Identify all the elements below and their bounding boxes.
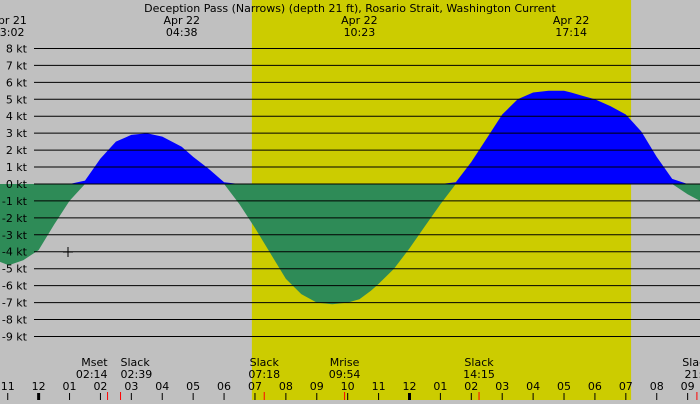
extreme-date-label: Apr 21 (0, 14, 27, 27)
extreme-time-label: 10:23 (344, 26, 376, 39)
y-tick-label: -6 kt (2, 280, 28, 293)
crosshair-cursor (63, 247, 73, 257)
x-tick-label: 06 (217, 380, 231, 393)
flood-current-area (0, 90, 700, 184)
x-tick-label: 01 (63, 380, 77, 393)
event-name-label: Mset (81, 356, 108, 369)
event-time-label: 21:1 (685, 368, 700, 381)
event-name-label: Slack (121, 356, 151, 369)
x-tick-label: 04 (526, 380, 540, 393)
chart-title: Deception Pass (Narrows) (depth 21 ft), … (144, 2, 556, 15)
extreme-date-label: Apr 22 (553, 14, 590, 27)
current-area-layer (0, 90, 700, 305)
x-tick-label: 08 (279, 380, 293, 393)
x-tick-label: 07 (619, 380, 633, 393)
x-tick-label: 12 (32, 380, 46, 393)
x-tick-label: 03 (495, 380, 509, 393)
y-tick-label: -5 kt (2, 263, 28, 276)
extreme-time-label: 17:14 (555, 26, 587, 39)
y-tick-label: 1 kt (6, 161, 28, 174)
x-tick-label: 08 (650, 380, 664, 393)
event-name-label: Slack (464, 356, 494, 369)
extreme-time-label: 23:02 (0, 26, 25, 39)
x-tick-label: 12 (402, 380, 416, 393)
y-tick-labels: 8 kt 7 kt 6 kt 5 kt 4 kt 3 kt 2 kt 1 kt 0 kt -1 k… (2, 42, 28, 343)
event-time-label: 02:14 (76, 368, 108, 381)
x-tick-label: 02 (93, 380, 107, 393)
x-tick-label: 06 (588, 380, 602, 393)
y-tick-label: -9 kt (2, 330, 28, 343)
event-time-label: 09:54 (329, 368, 361, 381)
x-tick-label: 02 (464, 380, 478, 393)
x-tick-label: 03 (124, 380, 138, 393)
event-name-label: Mrise (330, 356, 360, 369)
grid-layer (34, 47, 700, 337)
y-tick-label: 3 kt (6, 127, 28, 140)
ebb-current-area (0, 184, 700, 305)
y-tick-label: -8 kt (2, 314, 28, 327)
x-tick-label: 01 (433, 380, 447, 393)
x-tick-label: 04 (155, 380, 169, 393)
x-tick-label: 11 (372, 380, 386, 393)
y-tick-label: -4 kt (2, 246, 28, 259)
x-tick-label: 10 (341, 380, 355, 393)
y-tick-label: 2 kt (6, 144, 28, 157)
extreme-time-label: 04:38 (166, 26, 198, 39)
y-tick-label: 8 kt (6, 42, 28, 55)
extreme-date-label: Apr 22 (163, 14, 200, 27)
y-tick-label: 0 kt (6, 178, 28, 191)
x-tick-label: 09 (681, 380, 695, 393)
y-tick-label: -1 kt (2, 195, 28, 208)
event-time-label: 14:15 (463, 368, 495, 381)
y-tick-label: 6 kt (6, 76, 28, 89)
x-tick-label: 11 (1, 380, 15, 393)
x-tick-labels: 11 12 01 02 03 04 05 06 07 08 09 10 11 12 01 02 03 04 05 06… (1, 380, 695, 400)
event-time-label: 02:39 (121, 368, 153, 381)
event-name-label: Slack (250, 356, 280, 369)
event-labels: Mset02:14Slack02:39Slack07:18Mrise09:54S… (76, 356, 700, 400)
y-tick-label: -3 kt (2, 229, 28, 242)
extreme-date-label: Apr 22 (341, 14, 378, 27)
x-tick-label: 05 (557, 380, 571, 393)
x-tick-label: 05 (186, 380, 200, 393)
y-tick-label: -2 kt (2, 212, 28, 225)
y-tick-label: -7 kt (2, 297, 28, 310)
event-time-label: 07:18 (248, 368, 280, 381)
x-tick-label: 07 (248, 380, 262, 393)
y-tick-label: 5 kt (6, 93, 28, 106)
y-tick-label: 7 kt (6, 59, 28, 72)
event-name-label: Slack (682, 356, 700, 369)
x-tick-label: 09 (310, 380, 324, 393)
y-tick-label: 4 kt (6, 110, 28, 123)
